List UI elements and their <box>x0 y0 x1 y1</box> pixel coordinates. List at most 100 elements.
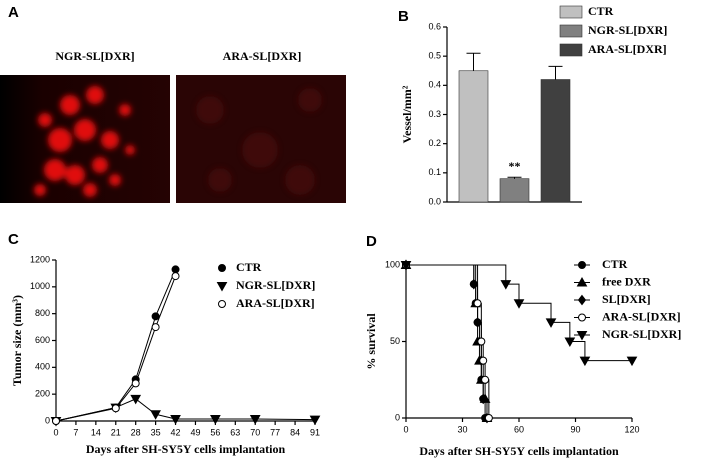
marker <box>626 356 638 367</box>
legend-marker <box>216 282 228 292</box>
marker <box>481 375 490 384</box>
y-tick-label: 1000 <box>30 281 50 291</box>
x-tick-label: 0 <box>403 424 408 434</box>
marker <box>564 337 576 348</box>
marker <box>131 379 140 388</box>
marker <box>210 414 221 425</box>
legend-marker <box>576 331 588 341</box>
marker <box>130 394 142 405</box>
y-tick-label: 0.2 <box>428 138 441 148</box>
legend-label: CTR <box>602 257 628 271</box>
y-tick-label: 1200 <box>30 254 50 264</box>
x-tick-label: 42 <box>171 427 181 437</box>
legend-marker <box>218 264 226 272</box>
marker <box>484 414 493 422</box>
error-bar <box>466 52 481 71</box>
legend-label: SL[DXR] <box>602 292 651 306</box>
x-tick-label: 0 <box>53 427 58 437</box>
y-tick-label: 50 <box>390 336 400 346</box>
marker <box>545 318 557 328</box>
y-tick-label: 800 <box>35 308 50 318</box>
panel-label: D <box>366 233 377 250</box>
x-tick-label: 77 <box>270 427 280 437</box>
x-tick-label: 56 <box>210 427 220 437</box>
y-tick-label: 0.1 <box>428 167 441 177</box>
marker <box>400 261 412 271</box>
legend-marker <box>578 313 586 322</box>
marker <box>111 404 120 413</box>
legend-label: NGR-SL[DXR] <box>236 278 315 292</box>
y-tick-label: 0.5 <box>428 51 441 61</box>
y-tick-label: 200 <box>35 389 50 399</box>
x-tick-label: 90 <box>570 424 580 434</box>
marker <box>479 356 488 365</box>
bar <box>540 79 571 203</box>
error-bar <box>507 176 522 179</box>
marker <box>150 410 161 420</box>
legend-label: NGR-SL[DXR] <box>588 23 667 37</box>
y-tick-label: 600 <box>35 335 50 345</box>
bar <box>458 70 489 203</box>
marker <box>513 299 525 309</box>
panel-label: C <box>8 231 19 248</box>
micrograph <box>176 75 346 203</box>
x-tick-label: 14 <box>91 427 101 437</box>
legend-marker <box>577 294 587 306</box>
series-line <box>406 264 632 362</box>
x-tick-label: 35 <box>151 427 161 437</box>
legend-label: ARA-SL[DXR] <box>236 296 315 310</box>
panel-label: A <box>8 4 19 21</box>
legend-swatch <box>559 24 583 38</box>
marker <box>151 312 160 321</box>
annotation: ** <box>509 159 521 173</box>
legend-label: ARA-SL[DXR] <box>588 42 667 56</box>
marker <box>477 337 486 346</box>
marker <box>170 414 181 425</box>
legend-marker <box>218 300 226 308</box>
y-tick-label: 0 <box>45 415 50 425</box>
error-bar <box>548 65 563 80</box>
image-label: ARA-SL[DXR] <box>223 49 302 63</box>
y-tick-label: 0.4 <box>428 80 441 90</box>
x-tick-label: 49 <box>190 427 200 437</box>
y-axis-label: Tumor size (mm³) <box>10 295 24 386</box>
panel-label: B <box>398 8 409 25</box>
legend-swatch <box>559 5 583 19</box>
x-tick-label: 21 <box>111 427 121 437</box>
x-tick-label: 7 <box>73 427 78 437</box>
x-tick-label: 60 <box>514 424 524 434</box>
x-tick-label: 30 <box>457 424 467 434</box>
marker <box>171 272 180 281</box>
bar <box>499 178 530 203</box>
legend-label: CTR <box>236 260 262 274</box>
y-tick-label: 0.6 <box>428 21 441 31</box>
legend-label: CTR <box>588 4 614 18</box>
marker <box>249 414 261 425</box>
y-axis-label: Vessel/mm² <box>400 85 414 143</box>
x-tick-label: 120 <box>624 424 639 434</box>
micrograph <box>0 75 170 203</box>
marker <box>469 278 478 290</box>
x-tick-label: 70 <box>250 427 260 437</box>
y-tick-label: 0.0 <box>428 196 441 206</box>
marker <box>500 280 512 290</box>
x-axis-label: Days after SH-SY5Y cells implantation <box>419 444 619 458</box>
marker <box>479 393 488 405</box>
legend-label: ARA-SL[DXR] <box>602 309 681 323</box>
x-tick-label: 28 <box>131 427 141 437</box>
series-line <box>55 398 316 422</box>
image-label: NGR-SL[DXR] <box>55 49 134 63</box>
x-tick-label: 91 <box>310 427 320 437</box>
x-axis-label: Days after SH-SY5Y cells implantation <box>86 442 286 456</box>
y-axis-label: % survival <box>364 313 378 370</box>
marker <box>309 415 321 426</box>
series-line <box>55 275 177 422</box>
legend-label: free DXR <box>602 274 651 288</box>
legend-marker <box>578 261 586 269</box>
series-line <box>55 269 176 422</box>
marker <box>473 317 482 328</box>
x-tick-label: 63 <box>230 427 240 437</box>
legend-marker <box>576 276 588 287</box>
y-tick-label: 0.3 <box>428 109 441 119</box>
